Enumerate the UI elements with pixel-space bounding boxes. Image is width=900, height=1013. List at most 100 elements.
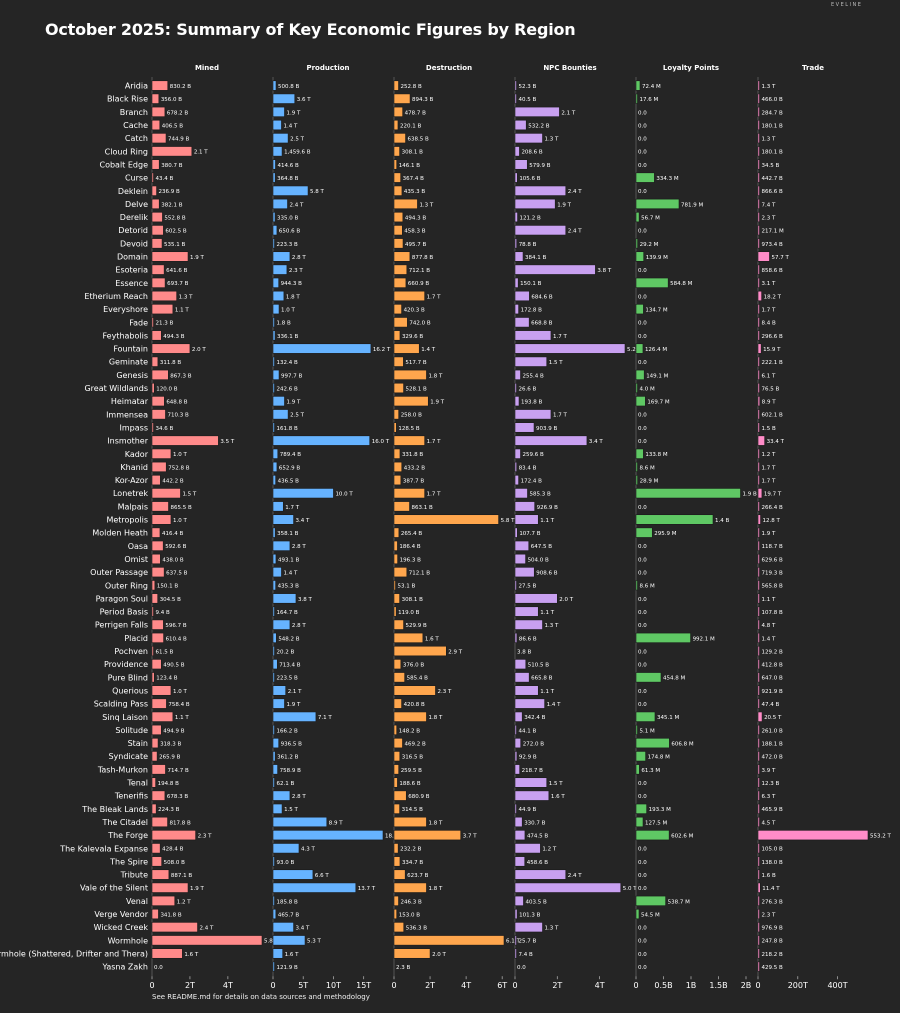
panel-npc: NPC Bounties 52.3 B 40.5 B 2.1 T 532.2 B 1.3 … <box>512 64 641 990</box>
data-label: 61.5 B <box>156 649 174 655</box>
data-label: 34.6 B <box>156 426 174 432</box>
bar <box>151 317 154 328</box>
bar <box>514 711 523 722</box>
category-label: Tenerifis <box>114 792 148 801</box>
bar <box>757 540 760 551</box>
bar <box>393 593 400 604</box>
data-label: 43.4 B <box>156 176 174 182</box>
bar <box>757 330 760 341</box>
bar <box>635 751 646 762</box>
bar <box>272 382 275 394</box>
data-label: 1.1 T <box>175 308 189 314</box>
data-label: 188.1 B <box>762 741 783 747</box>
bar <box>757 304 760 315</box>
data-label: 1.6 T <box>285 952 299 958</box>
bar <box>272 238 275 249</box>
data-label: 0.0 <box>638 571 647 577</box>
data-label: 0.0 <box>638 294 647 300</box>
bar <box>393 711 427 722</box>
bar <box>272 106 285 117</box>
category-label: Period Basis <box>100 608 148 617</box>
data-label: 246.3 B <box>401 899 422 905</box>
bar <box>272 764 278 775</box>
data-label: 412.8 B <box>762 663 783 669</box>
data-label: 0.0 <box>638 663 647 669</box>
data-label: 265.4 B <box>401 531 422 537</box>
tick-label: 0 <box>633 981 638 990</box>
bar <box>635 580 638 591</box>
data-label: 0.0 <box>638 557 647 563</box>
data-label: 908.6 B <box>536 571 557 577</box>
data-label: 0.0 <box>638 781 647 787</box>
data-label: 2.4 T <box>568 873 582 879</box>
category-label: Outer Ring <box>105 581 148 590</box>
bar <box>757 277 760 288</box>
data-label: 652.9 B <box>279 465 300 471</box>
category-label: Geminate <box>109 358 148 367</box>
bar <box>514 198 556 210</box>
bar <box>272 540 291 551</box>
tick-label: 0 <box>755 981 760 990</box>
bar <box>393 540 398 551</box>
category-label: Delve <box>125 200 148 209</box>
bar <box>514 119 527 131</box>
category-label: The Bleak Lands <box>81 805 148 814</box>
data-label: 358.1 B <box>277 531 298 537</box>
data-label: 926.9 B <box>537 505 558 511</box>
data-label: 72.4 M <box>642 84 661 90</box>
category-label: Essence <box>115 279 148 288</box>
bar <box>635 764 640 775</box>
data-label: 494.3 B <box>405 215 426 221</box>
bar <box>635 304 644 315</box>
data-label: 193.8 B <box>521 400 542 406</box>
panel-destruction: Destruction 252.8 B 894.3 B 478.7 B 220.1 B 6… <box>391 64 520 990</box>
data-label: 877.8 B <box>412 255 433 261</box>
data-label: 548.2 B <box>278 636 299 642</box>
data-label: 817.8 B <box>170 820 191 826</box>
data-label: 7.1 T <box>318 715 332 721</box>
data-label: 2.9 T <box>448 649 462 655</box>
bar <box>514 856 526 867</box>
data-label: 52.3 B <box>519 84 537 90</box>
data-label: 2.8 T <box>292 623 306 629</box>
bar <box>635 514 714 525</box>
bar <box>757 843 760 854</box>
data-label: 119.0 B <box>398 610 419 616</box>
data-label: 532.2 B <box>528 123 549 129</box>
data-label: 2.0 T <box>559 597 573 603</box>
data-label: 936.5 B <box>281 741 302 747</box>
tick-label: 0.5B <box>654 981 672 990</box>
data-label: 1.5 T <box>182 492 196 498</box>
data-label: 1.4 T <box>283 571 297 577</box>
bar <box>635 448 644 459</box>
data-label: 712.1 B <box>409 268 430 274</box>
tick-label: 2T <box>185 981 195 990</box>
data-label: 887.1 B <box>171 873 192 879</box>
data-label: 866.6 B <box>762 189 783 195</box>
bar <box>151 922 198 933</box>
data-label: 0.0 <box>517 965 526 971</box>
bar <box>514 396 520 407</box>
data-label: 528.1 B <box>406 386 427 392</box>
bar <box>272 435 371 446</box>
data-label: 1.8 B <box>277 321 291 327</box>
bar <box>635 816 644 828</box>
data-label: 2.0 T <box>192 347 206 353</box>
bar <box>635 830 670 841</box>
data-label: 134.7 M <box>645 308 667 314</box>
category-label: Domain <box>117 253 148 262</box>
data-label: 44.9 B <box>519 807 537 813</box>
tick-label: 1.5B <box>709 981 727 990</box>
data-label: 1.1 T <box>175 715 189 721</box>
category-label: Malpais <box>118 502 148 511</box>
data-label: 345.1 M <box>657 715 679 721</box>
bar <box>151 80 169 91</box>
category-label: Solitude <box>115 726 148 735</box>
data-label: 161.8 B <box>277 426 298 432</box>
bar <box>151 396 165 407</box>
bar <box>393 251 411 262</box>
data-label: 660.9 B <box>408 281 429 287</box>
bar <box>272 698 285 709</box>
bar <box>514 461 517 473</box>
bar <box>757 290 762 302</box>
